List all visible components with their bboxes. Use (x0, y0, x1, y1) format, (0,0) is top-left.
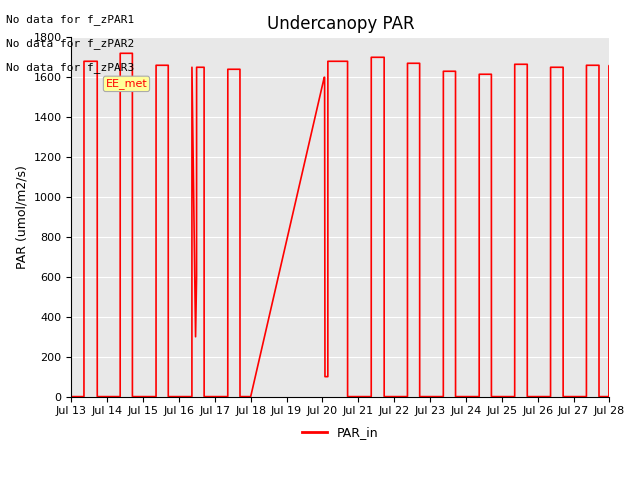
Text: No data for f_zPAR3: No data for f_zPAR3 (6, 62, 134, 73)
Text: EE_met: EE_met (106, 78, 147, 89)
Title: Undercanopy PAR: Undercanopy PAR (267, 15, 414, 33)
Y-axis label: PAR (umol/m2/s): PAR (umol/m2/s) (15, 165, 28, 269)
Legend: PAR_in: PAR_in (297, 421, 384, 444)
Text: No data for f_zPAR1: No data for f_zPAR1 (6, 14, 134, 25)
Text: No data for f_zPAR2: No data for f_zPAR2 (6, 38, 134, 49)
